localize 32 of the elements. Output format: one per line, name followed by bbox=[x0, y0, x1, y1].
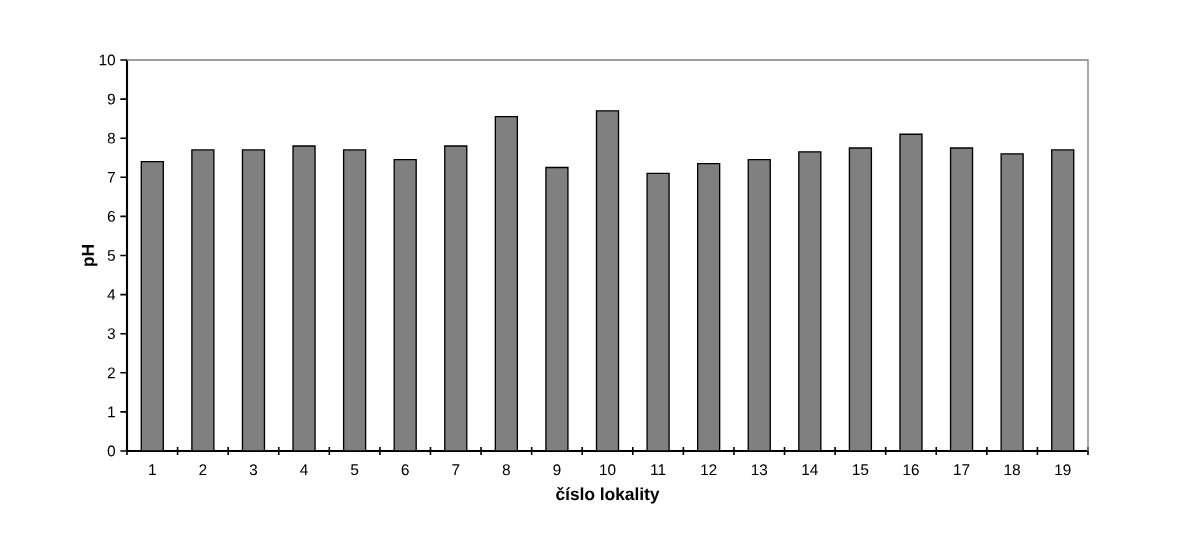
x-tick-label: 17 bbox=[954, 464, 970, 475]
x-tick-label: 11 bbox=[651, 464, 666, 475]
y-tick-label: 5 bbox=[107, 250, 115, 261]
y-axis-title: pH bbox=[81, 245, 98, 266]
x-tick-label: 14 bbox=[802, 464, 818, 475]
x-tick-label: 13 bbox=[751, 464, 768, 476]
x-tick-label: 18 bbox=[1004, 464, 1020, 476]
y-tick-label: 9 bbox=[107, 93, 115, 105]
y-tick-label: 0 bbox=[107, 445, 116, 457]
x-tick-label: 15 bbox=[853, 464, 869, 476]
x-tick-label: 16 bbox=[903, 464, 919, 476]
y-tick-label: 6 bbox=[107, 210, 115, 222]
y-tick-label: 10 bbox=[99, 54, 116, 66]
x-tick-label: 10 bbox=[600, 464, 616, 476]
x-tick-label: 2 bbox=[199, 464, 207, 476]
x-tick-label: 7 bbox=[452, 464, 460, 475]
x-tick-label: 1 bbox=[149, 464, 156, 475]
x-tick-label: 12 bbox=[701, 464, 717, 476]
x-tick-label: 5 bbox=[350, 464, 359, 476]
y-tick-label: 7 bbox=[107, 172, 115, 183]
x-axis-title: číslo lokality bbox=[556, 487, 660, 504]
y-tick-label: 4 bbox=[107, 289, 116, 300]
x-tick-label: 19 bbox=[1055, 464, 1071, 476]
x-tick-label: 3 bbox=[249, 464, 258, 476]
x-tick-label: 8 bbox=[502, 464, 510, 476]
x-tick-label: 4 bbox=[300, 464, 308, 475]
x-tick-label: 6 bbox=[401, 464, 409, 476]
y-tick-label: 1 bbox=[108, 406, 115, 418]
y-tick-label: 2 bbox=[107, 367, 115, 379]
x-tick-label: 9 bbox=[553, 464, 561, 476]
y-tick-label: 3 bbox=[107, 328, 115, 340]
y-tick-label: 8 bbox=[107, 132, 115, 144]
